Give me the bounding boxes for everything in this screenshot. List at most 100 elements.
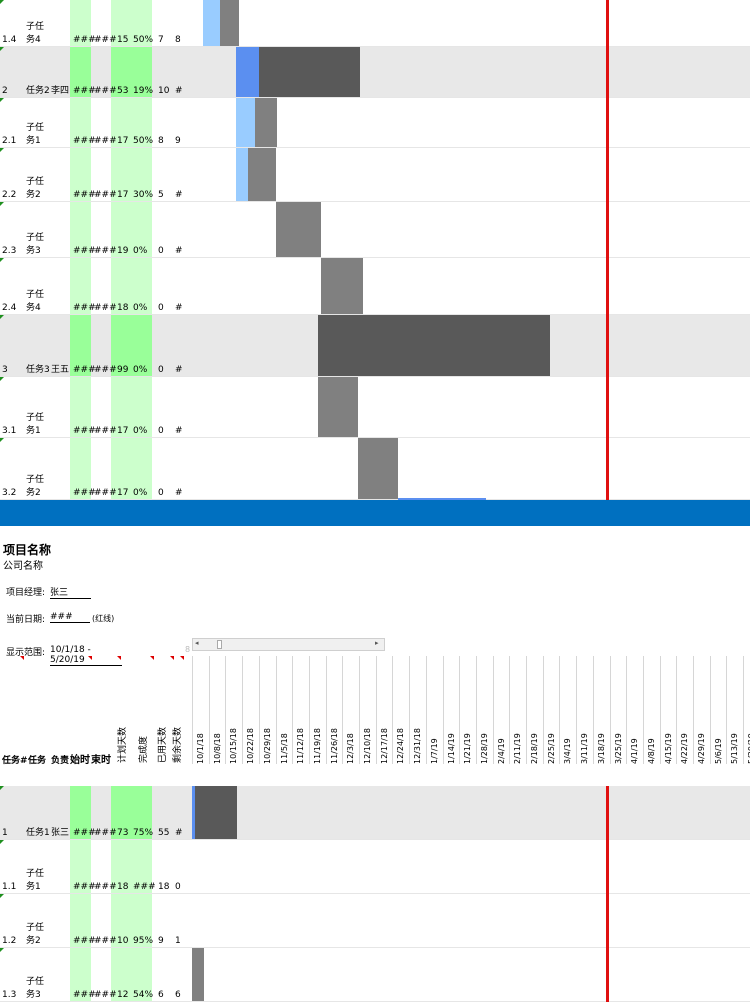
header-task: 任务 [28, 756, 47, 766]
top-row-2.3[interactable]: 2.3 ### ### 19 0% 0 # 子任 务3 [0, 202, 750, 258]
timeline-gridline [559, 656, 560, 764]
timeline-date-label: 10/29/18 [263, 728, 272, 764]
timeline-date-label: 3/11/19 [580, 733, 589, 764]
timeline-gridline [242, 656, 243, 764]
remaining-days: # [175, 365, 183, 375]
scroll-left-arrow[interactable]: ◂ [195, 639, 199, 647]
gantt-bar-remaining [318, 377, 358, 437]
used-days: 6 [158, 990, 164, 1000]
start-cell-band [70, 47, 91, 97]
bottom-row-1.3[interactable]: 1.3 ### ### 12 54% 6 6 子任 务3 [0, 948, 750, 1002]
timeline-date-label: 10/1/18 [196, 733, 205, 764]
range-field[interactable]: 10/1/18 - 5/20/19 [50, 645, 122, 666]
range-value: 10/1/18 - 5/20/19 [50, 645, 91, 665]
top-row-3.2[interactable]: 3.2 ### ### 17 0% 0 # 子任 务2 [0, 438, 750, 500]
timeline-date-label: 12/10/18 [363, 728, 372, 764]
timeline-date-label: 1/21/19 [463, 733, 472, 764]
used-days: 55 [158, 828, 170, 838]
scroll-thumb[interactable] [217, 640, 222, 649]
header-remaining-days: 剩余天数 [173, 726, 183, 763]
planned-days: 17 [117, 426, 129, 436]
remaining-days: # [175, 828, 183, 838]
used-days: 0 [158, 488, 164, 498]
manager-field[interactable]: 张三 [50, 585, 91, 599]
gantt-bar-remaining [195, 786, 237, 839]
top-row-3.1[interactable]: 3.1 ### ### 17 0% 0 # 子任 务1 [0, 377, 750, 438]
timeline-gridline [493, 656, 494, 764]
task-name: 务4 [26, 35, 41, 45]
timeline-date-label: 4/22/19 [680, 733, 689, 764]
cell-indicator [0, 148, 4, 152]
bottom-row-1.1[interactable]: 1.1 ### ### 18 ### 18 0 子任 务1 [0, 840, 750, 894]
used-days: 10 [158, 86, 170, 96]
bottom-row-1.2[interactable]: 1.2 ### ### 10 95% 9 1 子任 务2 [0, 894, 750, 948]
timeline-gridline [309, 656, 310, 764]
comment-marker [117, 656, 121, 660]
timeline-gridline [743, 656, 744, 764]
manager-value: 张三 [50, 588, 69, 598]
end-date: ### [94, 882, 117, 892]
timeline-date-label: 11/5/18 [280, 733, 289, 764]
scroll-right-arrow[interactable]: ▸ [375, 639, 379, 647]
task-name: 任务1 [26, 828, 50, 838]
remaining-days: # [175, 86, 183, 96]
timeline-date-label: 2/11/19 [513, 733, 522, 764]
timeline-gridline [710, 656, 711, 764]
timeline-date-label: 3/18/19 [597, 733, 606, 764]
timeline-date-label: 11/12/18 [296, 728, 305, 764]
percent-complete: 50% [133, 136, 154, 146]
task-name: 务1 [26, 426, 41, 436]
task-id: 2 [2, 86, 8, 96]
used-days: 8 [158, 136, 164, 146]
gantt-bar-completed [236, 47, 259, 97]
end-date: ### [94, 936, 117, 946]
task-name-line1: 子任 [26, 413, 45, 423]
end-date: ### [94, 136, 117, 146]
end-date: ### [94, 365, 117, 375]
task-id: 2.3 [2, 246, 17, 256]
start-cell-band [70, 315, 91, 376]
top-row-3[interactable]: 3 王五 ### ### 99 0% 0 # 任务3 [0, 315, 750, 377]
timeline-date-label: 12/17/18 [380, 728, 389, 764]
planned-days: 17 [117, 136, 129, 146]
end-date: ### [94, 246, 117, 256]
gantt-bar-completed [236, 148, 248, 201]
comment-marker [180, 656, 184, 660]
task-id: 1.3 [2, 990, 17, 1000]
start-date: ### [73, 35, 96, 45]
task-name: 任务2 [26, 86, 50, 96]
header-end: 束时 [91, 755, 111, 766]
timeline-gridline [443, 656, 444, 764]
remaining-days: 6 [175, 990, 181, 1000]
cell-indicator [0, 0, 4, 4]
header-planned-days: 计划天数 [118, 726, 128, 763]
gantt-bar-remaining [255, 98, 277, 147]
planned-days: 15 [117, 35, 129, 45]
timeline-date-label: 12/31/18 [413, 728, 422, 764]
used-days: 0 [158, 426, 164, 436]
top-row-2.4[interactable]: 2.4 ### ### 18 0% 0 # 子任 务4 [0, 258, 750, 315]
percent-complete: 0% [133, 426, 148, 436]
top-row-2[interactable]: 2 李四 ### ### 53 19% 10 # 任务2 [0, 47, 750, 98]
task-name-line1: 子任 [26, 123, 45, 133]
remaining-days: # [175, 303, 183, 313]
timeline-scrollbar[interactable]: ◂ ▸ [192, 638, 385, 651]
start-cell-band [70, 148, 91, 201]
remaining-days: 8 [175, 35, 181, 45]
date-note: (红线) [92, 614, 115, 623]
start-cell-band [70, 377, 91, 437]
timeline-date-label: 10/8/18 [213, 733, 222, 764]
percent-complete: 0% [133, 303, 148, 313]
percent-complete: 75% [133, 828, 154, 838]
top-row-1.4[interactable]: 1.4 ### ### 15 50% 7 8 子任 务4 [0, 0, 750, 47]
top-row-2.1[interactable]: 2.1 ### ### 17 50% 8 9 子任 务1 [0, 98, 750, 148]
bottom-row-1[interactable]: 1 张三 ### ### 73 75% 55 # 任务1 [0, 786, 750, 840]
timeline-gridline [342, 656, 343, 764]
top-row-2.2[interactable]: 2.2 ### ### 17 30% 5 # 子任 务2 [0, 148, 750, 202]
timeline-gridline [426, 656, 427, 764]
planned-days: 19 [117, 246, 129, 256]
timeline-date-label: 11/19/18 [313, 728, 322, 764]
timeline-date-label: 10/15/18 [229, 728, 238, 764]
current-date-field[interactable]: ### [50, 612, 90, 623]
